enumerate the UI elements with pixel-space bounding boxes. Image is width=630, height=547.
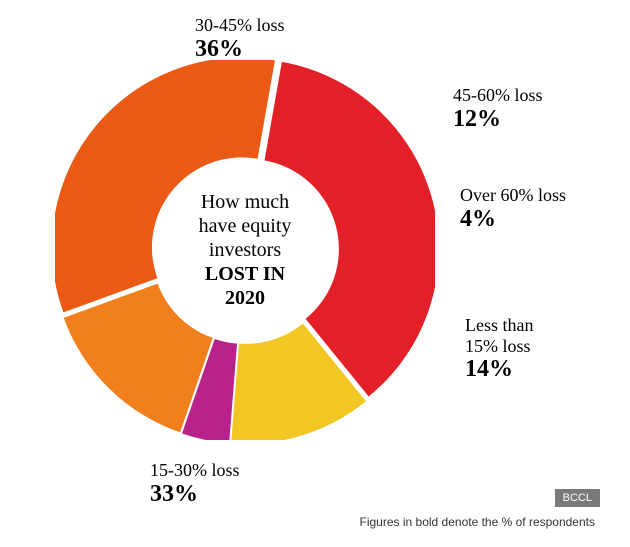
slice-value: 33% (150, 481, 240, 509)
slice-name: 15% loss (465, 336, 533, 357)
slice-name: Over 60% loss (460, 185, 566, 206)
slice-value: 36% (195, 36, 285, 64)
donut-chart: How much have equity investors LOST IN 2… (55, 60, 435, 440)
slice-name: 15-30% loss (150, 460, 240, 481)
center-bold1: LOST IN (170, 262, 320, 286)
slice-label: 45-60% loss12% (453, 85, 543, 133)
slice-value: 14% (465, 356, 533, 384)
slice-name: 45-60% loss (453, 85, 543, 106)
slice-value: 12% (453, 106, 543, 134)
slice-label: Over 60% loss4% (460, 185, 566, 233)
slice-label: Less than15% loss14% (465, 315, 533, 384)
chart-center-label: How much have equity investors LOST IN 2… (170, 190, 320, 310)
center-bold2: 2020 (170, 286, 320, 310)
slice-value: 4% (460, 206, 566, 234)
slice-label: 30-45% loss36% (195, 15, 285, 63)
center-line3: investors (170, 238, 320, 262)
slice-name: Less than (465, 315, 533, 336)
slice-name: 30-45% loss (195, 15, 285, 36)
attribution-badge: BCCL (555, 489, 600, 507)
footnote-text: Figures in bold denote the % of responde… (360, 515, 596, 529)
center-line1: How much (170, 190, 320, 214)
slice-label: 15-30% loss33% (150, 460, 240, 508)
center-line2: have equity (170, 214, 320, 238)
